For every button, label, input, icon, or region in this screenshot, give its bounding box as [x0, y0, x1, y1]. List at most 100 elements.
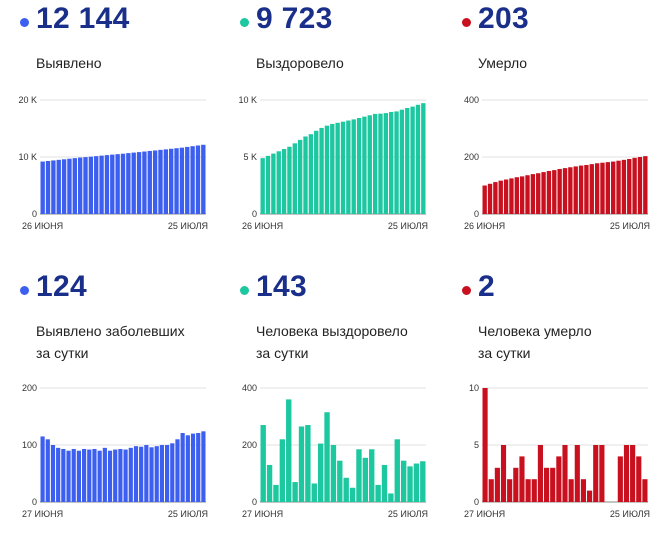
- bar: [287, 146, 292, 214]
- stat-label: Выздоровело: [256, 55, 344, 71]
- bar: [507, 479, 513, 502]
- stat-label: за сутки: [478, 345, 531, 361]
- bar: [389, 111, 394, 214]
- bar: [531, 479, 537, 502]
- bar: [337, 460, 343, 502]
- y-tick-label: 5: [474, 440, 479, 450]
- bar: [115, 154, 120, 214]
- bar: [562, 445, 568, 502]
- bar: [273, 484, 279, 502]
- bar: [305, 425, 311, 502]
- bar: [605, 162, 611, 214]
- bar: [77, 157, 83, 214]
- bar: [107, 450, 113, 502]
- bar: [394, 439, 400, 502]
- bar: [420, 461, 426, 502]
- stat-value: 9 723: [256, 2, 333, 35]
- bar: [611, 161, 616, 214]
- bar: [500, 445, 507, 502]
- legend-dot-icon: [462, 286, 471, 295]
- bar: [292, 482, 298, 502]
- bar: [308, 134, 314, 214]
- bar: [179, 147, 185, 214]
- bar: [97, 450, 102, 502]
- bar: [367, 115, 372, 214]
- bar: [175, 439, 180, 502]
- bar: [541, 172, 546, 214]
- bar: [362, 457, 369, 502]
- bar: [498, 180, 503, 214]
- stat-label: Человека умерло: [478, 323, 592, 339]
- bar: [144, 445, 149, 502]
- x-end-label: 25 ИЮЛЯ: [168, 221, 208, 231]
- bar: [149, 447, 154, 502]
- bar: [381, 464, 388, 502]
- bar: [493, 182, 498, 214]
- bar: [536, 173, 541, 214]
- bar: [375, 484, 381, 502]
- y-tick-label: 10 K: [238, 95, 257, 105]
- bar: [45, 160, 51, 214]
- bar: [421, 103, 426, 214]
- bar: [260, 425, 266, 502]
- bar: [400, 460, 407, 502]
- x-end-label: 25 ИЮЛЯ: [610, 509, 650, 519]
- bar: [271, 153, 276, 214]
- bar-chart: 0 5 10 27 ИЮНЯ 25 ИЮЛЯ: [464, 383, 650, 519]
- bar: [594, 163, 600, 214]
- bar: [201, 431, 206, 502]
- bar: [356, 118, 362, 214]
- x-start-label: 27 ИЮНЯ: [22, 509, 63, 519]
- y-tick-label: 200: [22, 383, 37, 393]
- bar: [131, 152, 136, 214]
- bar: [102, 447, 107, 502]
- legend-dot-icon: [240, 286, 249, 295]
- bar: [82, 448, 87, 502]
- stat-value: 12 144: [36, 2, 130, 35]
- bar: [88, 156, 94, 214]
- bar: [525, 479, 531, 502]
- bar: [487, 183, 493, 214]
- x-end-label: 25 ИЮЛЯ: [610, 221, 650, 231]
- bar: [362, 116, 367, 214]
- bar: [147, 150, 152, 214]
- legend-dot-icon: [20, 286, 29, 295]
- bar: [159, 445, 164, 502]
- x-start-label: 26 ИЮНЯ: [242, 221, 283, 231]
- bar: [314, 130, 319, 214]
- bar: [92, 448, 97, 502]
- bar: [407, 466, 413, 502]
- bar: [335, 122, 340, 214]
- bar: [61, 448, 66, 502]
- bar: [356, 449, 362, 502]
- bar: [330, 123, 335, 214]
- bar: [67, 158, 72, 214]
- x-end-label: 25 ИЮЛЯ: [168, 509, 208, 519]
- bar: [617, 456, 623, 502]
- bar: [297, 139, 303, 214]
- bar: [279, 439, 286, 502]
- bar: [40, 436, 45, 502]
- x-start-label: 26 ИЮНЯ: [22, 221, 63, 231]
- bar: [286, 399, 292, 502]
- bar: [503, 179, 509, 214]
- bar: [413, 463, 420, 502]
- bar: [281, 149, 287, 214]
- bar: [556, 456, 562, 502]
- y-tick-label: 0: [32, 497, 37, 507]
- y-tick-label: 10 K: [18, 152, 37, 162]
- bar: [349, 487, 356, 502]
- bar: [72, 158, 77, 214]
- bar: [388, 493, 394, 502]
- bar: [158, 149, 163, 214]
- bar: [139, 446, 144, 502]
- bar: [71, 448, 76, 502]
- stat-value: 2: [478, 270, 495, 303]
- stat-label: за сутки: [36, 345, 89, 361]
- bar: [45, 439, 50, 502]
- bar: [56, 159, 61, 214]
- bar: [557, 168, 562, 214]
- bar: [546, 170, 552, 214]
- bar: [324, 125, 330, 214]
- bar: [593, 445, 599, 502]
